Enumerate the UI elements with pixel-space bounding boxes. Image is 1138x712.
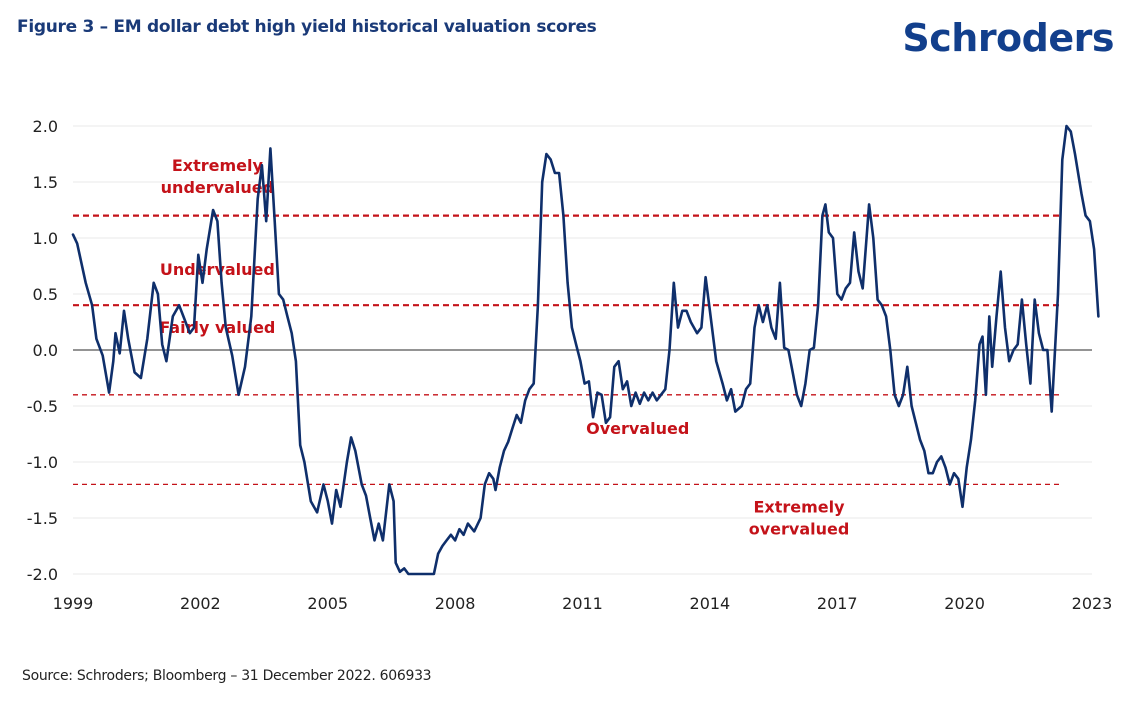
source-note: Source: Schroders; Bloomberg – 31 Decemb… — [22, 668, 432, 684]
zone-label: Undervalued — [160, 260, 275, 279]
zone-label-line1: Undervalued — [160, 260, 275, 279]
x-tick-label: 2023 — [1072, 594, 1113, 613]
schroders-logo: Schroders — [902, 16, 1114, 60]
zone-label: Extremely undervalued — [161, 156, 274, 197]
y-tick-label: -1.5 — [27, 509, 58, 528]
x-axis-ticks: 1999 2002 2005 2008 2011 2014 2017 2020 2023 — [53, 594, 1113, 613]
y-tick-label: 1.5 — [33, 173, 58, 192]
zone-label-line1: Extremely — [172, 156, 264, 175]
x-tick-label: 2008 — [435, 594, 476, 613]
y-tick-label: -0.5 — [27, 397, 58, 416]
zone-label: Extremely overvalued — [749, 497, 850, 538]
x-tick-label: 2014 — [690, 594, 731, 613]
x-tick-label: 1999 — [53, 594, 94, 613]
chart-title: Figure 3 – EM dollar debt high yield his… — [17, 17, 597, 37]
series-layer — [71, 124, 1100, 576]
series-line-valuation-score — [71, 124, 1100, 576]
zone-label-line2: undervalued — [161, 178, 274, 197]
x-tick-label: 2002 — [180, 594, 221, 613]
zone-label-line1: Fairly valued — [159, 318, 275, 337]
x-tick-label: 2005 — [307, 594, 348, 613]
zone-labels: Extremely undervalued Undervalued Fairly va… — [159, 156, 849, 539]
y-tick-label: -2.0 — [27, 565, 58, 584]
gridlines — [73, 125, 1092, 575]
x-tick-label: 2017 — [817, 594, 858, 613]
y-axis-ticks: 2.0 1.5 1.0 0.5 0.0 -0.5 -1.0 -1.5 -2.0 — [27, 117, 58, 584]
y-tick-label: 0.5 — [33, 285, 58, 304]
x-tick-label: 2011 — [562, 594, 603, 613]
zone-label: Fairly valued — [159, 318, 275, 337]
y-tick-label: 2.0 — [33, 117, 58, 136]
zone-label-line1: Extremely — [753, 497, 845, 516]
zone-label-line1: Overvalued — [586, 419, 689, 438]
zone-label-line2: overvalued — [749, 519, 850, 538]
y-tick-label: -1.0 — [27, 453, 58, 472]
zone-label: Overvalued — [586, 419, 689, 438]
y-tick-label: 0.0 — [33, 341, 58, 360]
y-tick-label: 1.0 — [33, 229, 58, 248]
x-tick-label: 2020 — [944, 594, 985, 613]
